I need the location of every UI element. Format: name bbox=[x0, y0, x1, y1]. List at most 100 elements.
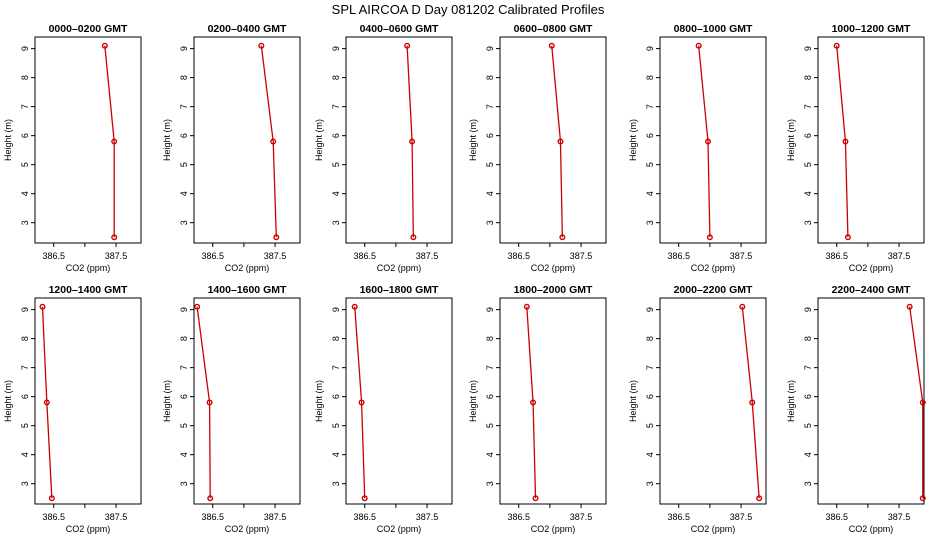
figure-title: SPL AIRCOA D Day 081202 Calibrated Profi… bbox=[332, 2, 605, 17]
x-axis-label: CO2 (ppm) bbox=[849, 524, 894, 534]
data-point bbox=[43, 399, 50, 406]
y-tick-label: 9 bbox=[331, 46, 341, 51]
data-point bbox=[739, 303, 746, 310]
y-tick-label: 5 bbox=[803, 423, 813, 428]
x-axis-label: CO2 (ppm) bbox=[531, 524, 576, 534]
plot-frame bbox=[817, 297, 925, 505]
data-point bbox=[706, 234, 713, 241]
plot-frame bbox=[499, 36, 607, 244]
panel-10: 1800–2000 GMT 3 4 5 6 7 8 9 386.5 387.5 CO2 (ppm) H… bbox=[468, 284, 607, 534]
panel-title: 1000–1200 GMT bbox=[832, 23, 911, 35]
y-tick-label: 5 bbox=[331, 162, 341, 167]
y-tick-label: 6 bbox=[803, 133, 813, 138]
y-tick-label: 3 bbox=[20, 481, 30, 486]
y-axis-label: Height (m) bbox=[628, 380, 638, 422]
y-tick-label: 4 bbox=[803, 452, 813, 457]
panel-5: 0800–1000 GMT 3 4 5 6 7 8 9 386.5 387.5 CO2 (ppm) H… bbox=[628, 23, 767, 273]
data-point bbox=[101, 42, 108, 49]
y-tick-label: 8 bbox=[485, 75, 495, 80]
y-axis-label: Height (m) bbox=[468, 119, 478, 161]
y-tick-label: 4 bbox=[331, 191, 341, 196]
y-tick-label: 6 bbox=[645, 394, 655, 399]
panel-title: 2200–2400 GMT bbox=[832, 284, 911, 296]
data-point bbox=[919, 495, 926, 502]
y-axis-label: Height (m) bbox=[162, 119, 172, 161]
y-tick-label: 7 bbox=[803, 104, 813, 109]
y-tick-label: 6 bbox=[179, 394, 189, 399]
x-tick-label: 386.5 bbox=[507, 512, 530, 522]
y-tick-label: 7 bbox=[485, 365, 495, 370]
y-tick-label: 8 bbox=[803, 75, 813, 80]
y-tick-label: 8 bbox=[20, 336, 30, 341]
x-tick-label: 387.5 bbox=[105, 512, 128, 522]
x-tick-label: 387.5 bbox=[570, 512, 593, 522]
panels: 0000–0200 GMT 3 4 5 6 7 8 9 386.5 387.5 CO2 (ppm) H… bbox=[3, 23, 926, 534]
y-tick-label: 4 bbox=[179, 191, 189, 196]
panel-1: 0000–0200 GMT 3 4 5 6 7 8 9 386.5 387.5 CO2 (ppm) H… bbox=[3, 23, 142, 273]
y-tick-label: 5 bbox=[331, 423, 341, 428]
y-tick-label: 7 bbox=[485, 104, 495, 109]
y-tick-label: 4 bbox=[20, 452, 30, 457]
y-tick-label: 7 bbox=[20, 365, 30, 370]
y-tick-label: 3 bbox=[179, 481, 189, 486]
y-tick-label: 6 bbox=[331, 394, 341, 399]
panel-8: 1400–1600 GMT 3 4 5 6 7 8 9 386.5 387.5 CO2 (ppm) H… bbox=[162, 284, 301, 534]
y-tick-label: 3 bbox=[331, 481, 341, 486]
y-tick-label: 8 bbox=[485, 336, 495, 341]
panel-title: 1800–2000 GMT bbox=[514, 284, 593, 296]
series-line bbox=[836, 45, 849, 238]
y-tick-label: 5 bbox=[485, 162, 495, 167]
y-tick-label: 9 bbox=[179, 46, 189, 51]
panel-2: 0200–0400 GMT 3 4 5 6 7 8 9 386.5 387.5 CO2 (ppm) H… bbox=[162, 23, 301, 273]
panel-title: 0000–0200 GMT bbox=[49, 23, 128, 35]
y-tick-label: 9 bbox=[331, 307, 341, 312]
panel-title: 2000–2200 GMT bbox=[674, 284, 753, 296]
x-tick-label: 387.5 bbox=[264, 251, 287, 261]
x-tick-label: 386.5 bbox=[667, 512, 690, 522]
y-tick-label: 5 bbox=[20, 423, 30, 428]
data-point bbox=[919, 399, 926, 406]
panel-title: 0400–0600 GMT bbox=[360, 23, 439, 35]
y-tick-label: 8 bbox=[645, 336, 655, 341]
data-point bbox=[258, 42, 265, 49]
data-point bbox=[749, 399, 756, 406]
y-tick-label: 4 bbox=[645, 452, 655, 457]
y-tick-label: 4 bbox=[179, 452, 189, 457]
y-tick-label: 7 bbox=[331, 365, 341, 370]
series-line bbox=[41, 306, 53, 499]
data-point bbox=[530, 399, 537, 406]
y-tick-label: 9 bbox=[803, 46, 813, 51]
data-point bbox=[557, 138, 564, 145]
x-tick-label: 386.5 bbox=[825, 512, 848, 522]
data-point bbox=[48, 495, 55, 502]
y-axis-label: Height (m) bbox=[162, 380, 172, 422]
x-axis-label: CO2 (ppm) bbox=[691, 524, 736, 534]
y-tick-label: 3 bbox=[485, 220, 495, 225]
x-tick-label: 387.5 bbox=[570, 251, 593, 261]
y-tick-label: 4 bbox=[803, 191, 813, 196]
series-line bbox=[698, 45, 711, 238]
data-point bbox=[270, 138, 277, 145]
data-point bbox=[559, 234, 566, 241]
data-point bbox=[833, 42, 840, 49]
series-line bbox=[354, 306, 366, 499]
panel-9: 1600–1800 GMT 3 4 5 6 7 8 9 386.5 387.5 CO2 (ppm) H… bbox=[314, 284, 453, 534]
plot-frame bbox=[817, 36, 925, 244]
y-tick-label: 9 bbox=[20, 307, 30, 312]
x-tick-label: 386.5 bbox=[201, 512, 224, 522]
x-tick-label: 386.5 bbox=[825, 251, 848, 261]
data-point bbox=[906, 303, 913, 310]
y-tick-label: 5 bbox=[645, 162, 655, 167]
panel-3: 0400–0600 GMT 3 4 5 6 7 8 9 386.5 387.5 CO2 (ppm) H… bbox=[314, 23, 453, 273]
x-tick-label: 387.5 bbox=[888, 512, 911, 522]
x-tick-label: 387.5 bbox=[416, 512, 439, 522]
x-axis-label: CO2 (ppm) bbox=[66, 524, 111, 534]
y-tick-label: 6 bbox=[485, 133, 495, 138]
panel-title: 0600–0800 GMT bbox=[514, 23, 593, 35]
y-tick-label: 5 bbox=[803, 162, 813, 167]
series-line bbox=[741, 306, 760, 499]
x-tick-label: 386.5 bbox=[353, 512, 376, 522]
y-tick-label: 6 bbox=[645, 133, 655, 138]
x-tick-label: 386.5 bbox=[42, 251, 65, 261]
y-axis-label: Height (m) bbox=[468, 380, 478, 422]
